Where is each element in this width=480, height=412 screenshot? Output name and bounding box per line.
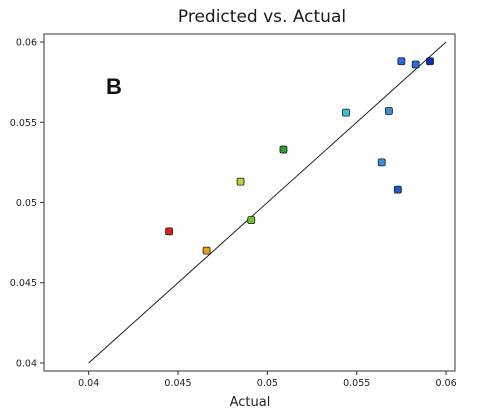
- x-tick-label: 0.06: [435, 378, 456, 389]
- x-tick-label: 0.055: [343, 378, 370, 389]
- data-point: [377, 158, 386, 167]
- reference-line: [88, 41, 447, 364]
- data-points: [165, 57, 434, 255]
- panel-label: B: [106, 74, 122, 99]
- data-point: [202, 246, 211, 255]
- y-tick-label: 0.05: [16, 198, 37, 209]
- data-point: [279, 145, 288, 154]
- x-tick-label: 0.04: [78, 378, 99, 389]
- y-tick-label: 0.06: [16, 38, 37, 49]
- y-axis-ticks: 0.04 0.045 0.05 0.055 0.06: [10, 38, 44, 369]
- data-point: [236, 177, 245, 186]
- data-point: [393, 185, 402, 194]
- data-point: [384, 107, 393, 115]
- x-axis-label: Actual: [230, 395, 271, 410]
- x-tick-label: 0.045: [164, 378, 191, 389]
- y-tick-label: 0.04: [16, 358, 37, 369]
- data-point: [397, 57, 406, 66]
- x-tick-label: 0.05: [257, 378, 278, 389]
- data-point: [165, 227, 173, 236]
- data-point: [247, 216, 256, 225]
- x-axis-ticks: 0.04 0.045 0.05 0.055 0.06: [78, 371, 457, 389]
- y-tick-label: 0.045: [10, 278, 37, 289]
- y-tick-label: 0.055: [10, 118, 37, 129]
- data-point: [342, 108, 350, 117]
- data-point: [411, 60, 420, 69]
- data-point: [426, 57, 434, 66]
- chart-title: Predicted vs. Actual: [178, 7, 346, 27]
